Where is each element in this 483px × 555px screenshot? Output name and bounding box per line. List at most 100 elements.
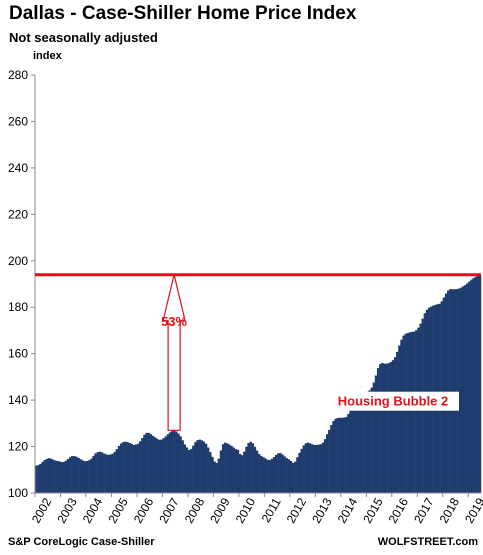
bar — [83, 461, 87, 493]
x-tick-label: 2007 — [156, 495, 182, 525]
bar — [202, 441, 206, 493]
bar — [66, 459, 70, 493]
bar — [345, 417, 348, 493]
bar — [255, 450, 259, 493]
brand-credit: WOLFSTREET.com — [377, 536, 478, 548]
bar — [279, 453, 282, 493]
bar — [302, 445, 305, 493]
bar — [359, 392, 363, 493]
bar — [100, 452, 104, 493]
bar — [319, 444, 322, 493]
bar — [213, 461, 216, 493]
bar — [234, 449, 238, 493]
bar — [368, 390, 371, 493]
x-tick-label: 2016 — [386, 495, 412, 525]
bar — [96, 452, 99, 493]
bar — [228, 444, 231, 493]
x-tick-label: 2018 — [437, 495, 463, 525]
bar — [396, 351, 399, 493]
bar — [170, 431, 174, 493]
bar — [243, 451, 246, 493]
bar — [270, 458, 274, 493]
bar — [366, 391, 369, 493]
bar — [79, 459, 82, 493]
bar — [323, 439, 327, 493]
bar — [81, 460, 85, 493]
bar — [153, 437, 157, 493]
bar — [336, 417, 339, 493]
bar — [236, 449, 240, 493]
bar — [105, 454, 108, 493]
bar — [468, 281, 471, 493]
bar — [287, 459, 291, 493]
bar — [381, 362, 384, 493]
bar — [298, 452, 301, 493]
bar — [113, 451, 116, 493]
bar — [196, 440, 199, 493]
bar — [49, 458, 53, 493]
bar — [90, 458, 93, 493]
bar — [300, 448, 303, 493]
bar — [45, 458, 48, 493]
x-tick-label: 2002 — [29, 495, 55, 525]
bar — [238, 453, 242, 493]
y-tick-label: 200 — [8, 254, 28, 268]
bar — [476, 275, 480, 493]
bar — [281, 454, 284, 493]
bar — [156, 438, 159, 493]
bar — [404, 333, 407, 493]
bar — [328, 429, 331, 493]
bar — [385, 363, 388, 493]
bar — [71, 456, 74, 493]
bar — [266, 459, 269, 493]
bar — [215, 463, 218, 493]
chart-subtitle: Not seasonally adjusted — [9, 30, 158, 45]
bar — [332, 421, 335, 493]
x-tick-label: 2015 — [360, 495, 386, 525]
bar — [451, 289, 454, 493]
bar — [43, 460, 46, 493]
bar — [370, 387, 373, 493]
bar — [232, 447, 235, 493]
bar — [64, 460, 68, 493]
bar — [262, 457, 265, 493]
bar — [141, 437, 144, 493]
bar — [413, 331, 416, 493]
bar — [461, 286, 465, 493]
bar — [470, 279, 473, 493]
y-tick-label: 100 — [8, 486, 28, 500]
bar — [449, 289, 452, 493]
bar — [453, 289, 456, 493]
bar — [283, 456, 286, 493]
bar — [51, 459, 55, 493]
bar — [168, 432, 172, 493]
bar — [200, 440, 204, 493]
bar — [98, 451, 102, 493]
bar — [391, 360, 395, 493]
bar — [277, 453, 280, 493]
bar — [102, 453, 106, 493]
bar — [406, 333, 410, 493]
bar — [258, 453, 261, 493]
bar — [410, 331, 414, 493]
bar — [355, 394, 359, 493]
bar — [75, 456, 78, 493]
bar — [207, 447, 210, 493]
bar — [54, 460, 57, 493]
bar — [362, 392, 365, 493]
bar — [109, 454, 112, 493]
bar — [304, 443, 308, 493]
bar — [73, 456, 76, 493]
bar — [39, 463, 42, 493]
y-axis-unit: index — [33, 50, 62, 62]
bar — [62, 461, 65, 493]
bar — [139, 441, 142, 493]
bar — [47, 458, 51, 493]
bar — [383, 363, 386, 493]
bar — [37, 465, 40, 493]
bar — [217, 458, 221, 493]
bar — [77, 457, 80, 493]
bar — [338, 417, 342, 493]
bar — [274, 454, 278, 493]
bar — [478, 275, 482, 493]
